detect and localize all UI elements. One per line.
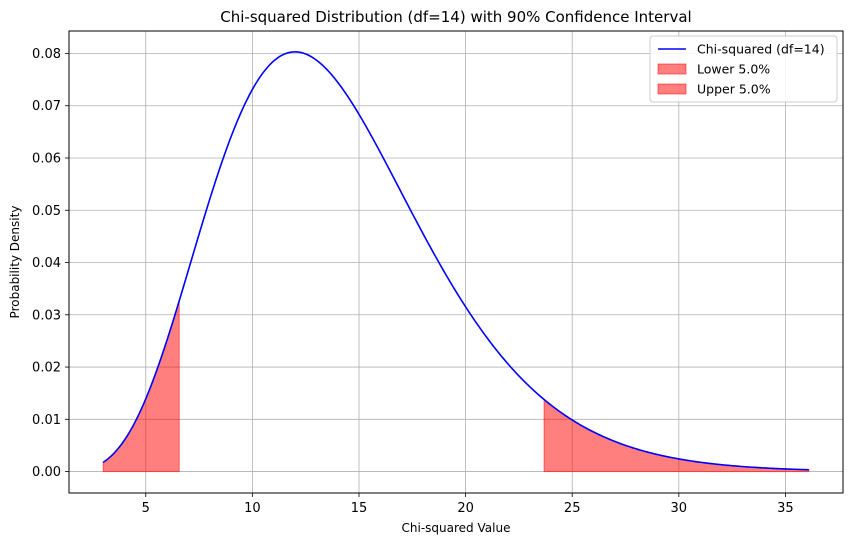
y-tick-label: 0.04 [32,256,61,271]
plot-frame [68,30,844,494]
x-axis: 5 10 15 20 25 30 35 [142,493,794,516]
x-tick-label: 30 [671,501,688,516]
x-tick-label: 20 [457,501,474,516]
x-tick-label: 10 [244,501,261,516]
legend-frame [649,35,838,103]
legend-swatch-lower [657,63,687,75]
legend-label-series: Chi-squared (df=14) [697,42,825,57]
grid [69,31,843,493]
x-tick-label: 15 [351,501,368,516]
legend-swatch-upper [657,83,687,95]
series-line-chi-squared [102,51,809,471]
chart-title: Chi-squared Distribution (df=14) with 90… [220,8,691,26]
x-tick-label: 35 [777,501,794,516]
y-tick-label: 0.01 [32,413,61,428]
y-tick-label: 0.03 [32,308,61,323]
y-axis: 0.00 0.01 0.02 0.03 0.04 0.05 0.06 0.07 0.08 [32,47,69,480]
legend: Chi-squared (df=14) Lower 5.0% Upper 5.0… [649,35,838,103]
x-tick-label: 5 [142,501,150,516]
legend-label-upper: Upper 5.0% [697,82,771,97]
y-axis-label: Probability Density [8,206,22,319]
plot-background [69,31,843,493]
y-tick-label: 0.07 [32,99,61,114]
y-tick-label: 0.08 [32,47,61,62]
y-tick-label: 0.05 [32,204,61,219]
legend-label-lower: Lower 5.0% [697,62,770,77]
y-tick-label: 0.06 [32,151,61,166]
x-tick-label: 25 [564,501,581,516]
y-tick-label: 0.02 [32,361,61,376]
x-axis-label: Chi-squared Value [402,521,511,535]
y-tick-label: 0.00 [32,465,61,480]
